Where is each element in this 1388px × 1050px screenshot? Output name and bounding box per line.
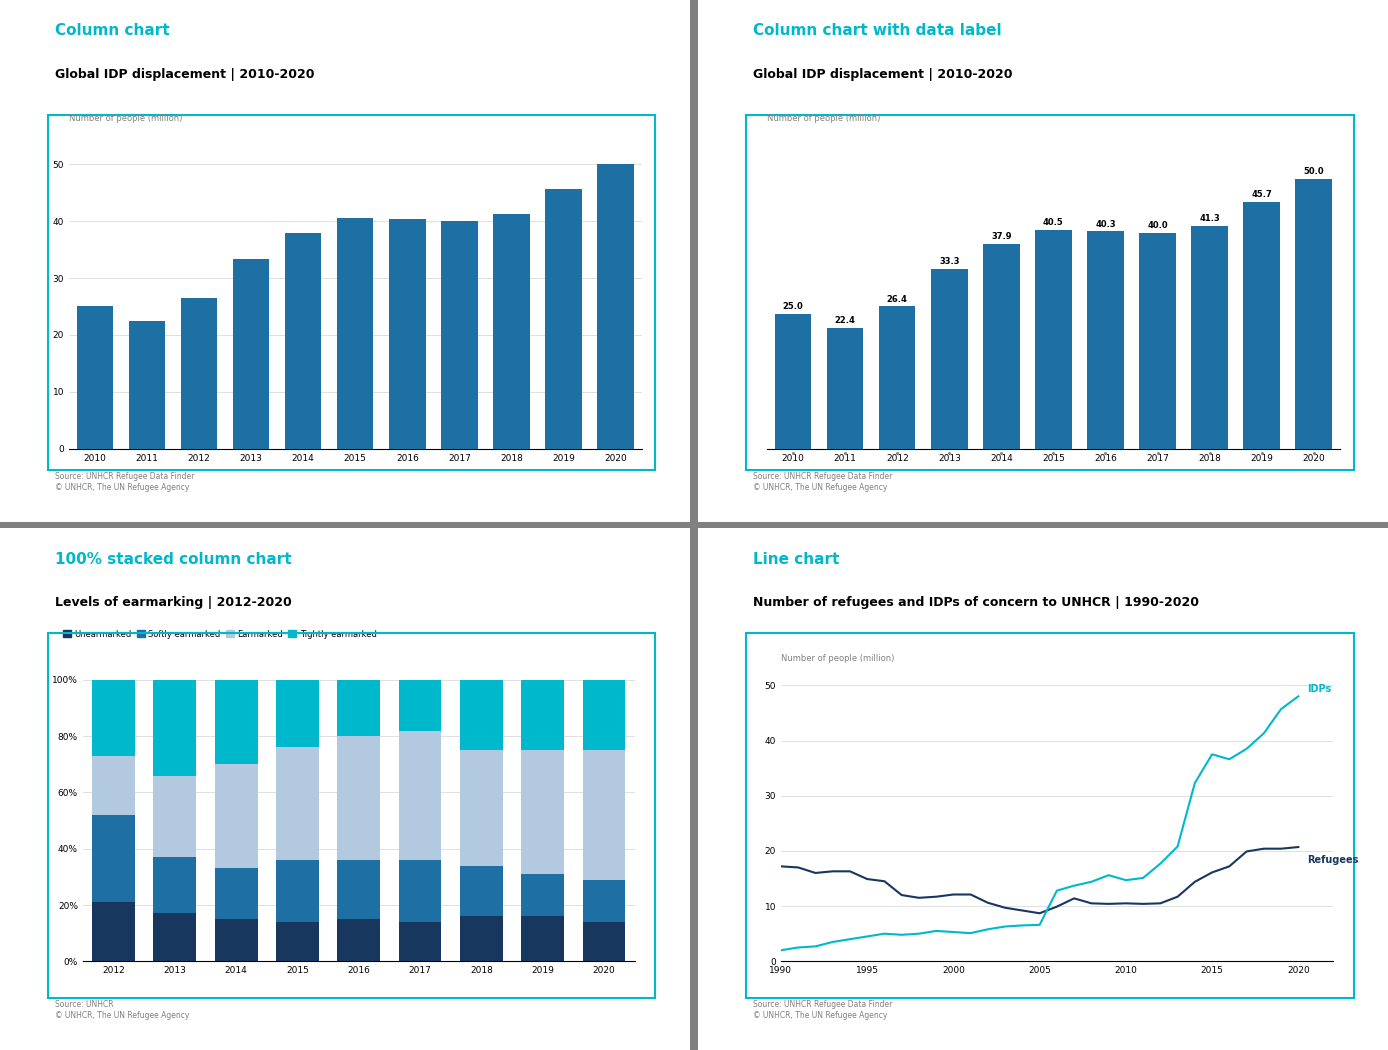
Text: 33.3: 33.3 (940, 257, 959, 267)
Bar (522, 917, 564, 962)
Bar (49, 632, 655, 998)
Bar (398, 922, 441, 962)
Bar (92, 680, 135, 756)
Bar (1191, 226, 1228, 448)
Bar (398, 860, 441, 922)
Bar (215, 764, 258, 868)
Bar (1087, 231, 1124, 448)
Text: 22.4: 22.4 (834, 316, 855, 326)
Text: 41.3: 41.3 (1199, 214, 1220, 224)
Text: Column chart: Column chart (56, 23, 169, 39)
Text: Source: UNHCR Refugee Data Finder
© UNHCR, The UN Refugee Agency: Source: UNHCR Refugee Data Finder © UNHC… (56, 472, 194, 491)
Bar (153, 776, 196, 857)
Bar (583, 880, 626, 922)
Bar (276, 680, 319, 748)
Bar (931, 269, 967, 448)
Bar (276, 922, 319, 962)
Bar (459, 917, 502, 962)
Text: 45.7: 45.7 (1251, 190, 1271, 200)
Bar (215, 680, 258, 764)
Text: Column chart with data label: Column chart with data label (754, 23, 1002, 39)
Text: 25.0: 25.0 (783, 302, 804, 311)
Text: 40.5: 40.5 (1042, 218, 1063, 228)
Bar (276, 748, 319, 860)
Bar (459, 751, 502, 865)
Bar (522, 874, 564, 917)
Bar (76, 307, 114, 448)
Bar (1244, 202, 1280, 448)
Bar (583, 751, 626, 880)
Bar (493, 213, 530, 448)
Bar (583, 680, 626, 751)
Bar (459, 680, 502, 751)
Bar (398, 731, 441, 860)
Bar (285, 233, 322, 448)
Bar (522, 680, 564, 751)
Text: Source: UNHCR
© UNHCR, The UN Refugee Agency: Source: UNHCR © UNHCR, The UN Refugee Ag… (56, 1001, 190, 1020)
Bar (92, 756, 135, 815)
Text: 100% stacked column chart: 100% stacked column chart (56, 551, 291, 567)
Text: Number of refugees and IDPs of concern to UNHCR | 1990-2020: Number of refugees and IDPs of concern t… (754, 596, 1199, 609)
Bar (827, 328, 863, 448)
Bar (545, 189, 582, 448)
Bar (983, 245, 1020, 448)
Text: Global IDP displacement | 2010-2020: Global IDP displacement | 2010-2020 (754, 68, 1013, 81)
Bar (215, 868, 258, 919)
Legend: Unearmarked, Softly earmarked, Earmarked, Tightly earmarked: Unearmarked, Softly earmarked, Earmarked… (60, 626, 380, 642)
Bar (337, 919, 380, 962)
Bar (153, 914, 196, 962)
Bar (597, 164, 634, 448)
Bar (775, 314, 812, 448)
Bar (153, 857, 196, 914)
Bar (233, 259, 269, 448)
Text: 50.0: 50.0 (1303, 167, 1324, 176)
Bar (49, 114, 655, 469)
Text: Refugees: Refugees (1307, 856, 1359, 865)
Bar (1295, 178, 1332, 448)
Bar (92, 902, 135, 962)
Bar (129, 321, 165, 448)
Text: 37.9: 37.9 (991, 232, 1012, 242)
Bar (522, 751, 564, 874)
Bar (337, 218, 373, 448)
Bar (337, 736, 380, 860)
Bar (215, 919, 258, 962)
Bar (583, 922, 626, 962)
Bar (879, 307, 916, 448)
Bar (747, 632, 1353, 998)
Bar (441, 222, 477, 448)
Text: Source: UNHCR Refugee Data Finder
© UNHCR, The UN Refugee Agency: Source: UNHCR Refugee Data Finder © UNHC… (754, 1001, 892, 1020)
Bar (92, 815, 135, 902)
Text: 40.3: 40.3 (1095, 219, 1116, 229)
Bar (747, 114, 1353, 469)
Text: Levels of earmarking | 2012-2020: Levels of earmarking | 2012-2020 (56, 596, 291, 609)
Text: Number of people (million): Number of people (million) (69, 114, 182, 123)
Bar (180, 298, 218, 448)
Bar (459, 865, 502, 917)
Bar (153, 680, 196, 776)
Bar (398, 680, 441, 731)
Text: Line chart: Line chart (754, 551, 840, 567)
Bar (1035, 230, 1072, 448)
Bar (276, 860, 319, 922)
Bar (337, 860, 380, 919)
Text: Source: UNHCR Refugee Data Finder
© UNHCR, The UN Refugee Agency: Source: UNHCR Refugee Data Finder © UNHC… (754, 472, 892, 491)
Text: Number of people (million): Number of people (million) (781, 654, 894, 663)
Text: 26.4: 26.4 (887, 295, 908, 303)
Text: Global IDP displacement | 2010-2020: Global IDP displacement | 2010-2020 (56, 68, 315, 81)
Text: IDPs: IDPs (1307, 684, 1331, 694)
Text: Number of people (million): Number of people (million) (768, 114, 880, 123)
Text: 40.0: 40.0 (1148, 222, 1167, 230)
Bar (389, 219, 426, 448)
Bar (1140, 233, 1176, 448)
Bar (337, 680, 380, 736)
